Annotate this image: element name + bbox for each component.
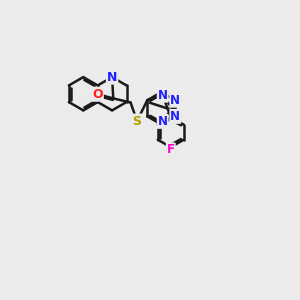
- Text: F: F: [167, 143, 175, 157]
- Text: N: N: [170, 94, 180, 107]
- Text: S: S: [133, 115, 142, 128]
- Text: O: O: [92, 88, 103, 101]
- Text: N: N: [158, 89, 168, 102]
- Text: N: N: [107, 70, 117, 84]
- Text: N: N: [158, 115, 168, 128]
- Text: N: N: [170, 110, 180, 123]
